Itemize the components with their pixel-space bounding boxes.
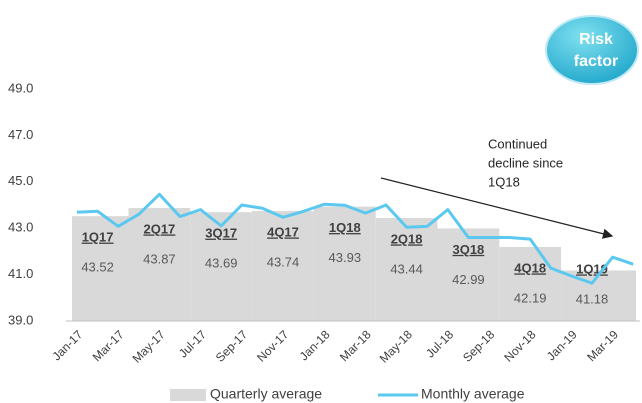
quarter-label: 1Q17 bbox=[82, 230, 114, 245]
legend-label: Monthly average bbox=[421, 386, 525, 402]
y-tick-label: 41.0 bbox=[8, 266, 33, 281]
y-tick-label: 43.0 bbox=[8, 220, 33, 235]
quarter-label: 3Q18 bbox=[452, 242, 484, 257]
quarter-label: 4Q18 bbox=[514, 260, 546, 275]
quarter-value: 43.44 bbox=[390, 261, 423, 276]
quarter-label: 3Q17 bbox=[205, 226, 237, 241]
quarter-label: 2Q17 bbox=[143, 221, 175, 236]
x-tick-label: Sep-17 bbox=[213, 327, 250, 364]
x-tick-label: Nov-18 bbox=[501, 327, 538, 364]
quarter-value: 43.52 bbox=[81, 260, 114, 275]
legend-swatch bbox=[170, 389, 206, 401]
x-tick-label: Jan-17 bbox=[50, 327, 86, 363]
x-tick-label: Jul-17 bbox=[176, 327, 209, 360]
y-tick-label: 45.0 bbox=[8, 173, 33, 188]
quarter-value: 43.74 bbox=[267, 254, 300, 269]
x-tick-label: May-17 bbox=[130, 327, 168, 365]
quarter-value: 41.18 bbox=[576, 291, 609, 306]
quarter-label: 4Q17 bbox=[267, 224, 299, 239]
quarter-value: 42.99 bbox=[452, 272, 485, 287]
y-tick-label: 47.0 bbox=[8, 127, 33, 142]
x-tick-label: May-18 bbox=[377, 327, 415, 365]
quarter-value: 42.19 bbox=[514, 290, 547, 305]
badge-text: factor bbox=[574, 53, 618, 70]
y-tick-label: 39.0 bbox=[8, 312, 33, 327]
x-tick-label: Nov-17 bbox=[254, 327, 291, 364]
chart: 39.041.043.045.047.049.0Jan-17Mar-17May-… bbox=[0, 0, 642, 403]
x-tick-label: Jan-18 bbox=[297, 327, 333, 363]
y-tick-label: 49.0 bbox=[8, 80, 33, 95]
x-tick-label: Mar-17 bbox=[90, 327, 127, 364]
annotation: 1Q18 bbox=[488, 174, 520, 189]
quarter-value: 43.87 bbox=[143, 251, 176, 266]
quarter-value: 43.69 bbox=[205, 256, 238, 271]
quarter-area bbox=[499, 247, 561, 321]
x-tick-label: Jan-19 bbox=[544, 327, 580, 363]
x-tick-label: Sep-18 bbox=[460, 327, 497, 364]
annotation: Continued bbox=[488, 136, 547, 151]
x-tick-label: Mar-19 bbox=[584, 327, 621, 364]
quarter-label: 1Q18 bbox=[329, 220, 361, 235]
x-tick-label: Jul-18 bbox=[423, 327, 456, 360]
quarter-label: 2Q18 bbox=[391, 231, 423, 246]
quarter-value: 43.93 bbox=[329, 250, 362, 265]
x-tick-label: Mar-18 bbox=[337, 327, 374, 364]
badge bbox=[546, 16, 638, 84]
legend-label: Quarterly average bbox=[210, 386, 322, 402]
badge-text: Risk bbox=[579, 31, 613, 48]
annotation: decline since bbox=[488, 155, 563, 170]
